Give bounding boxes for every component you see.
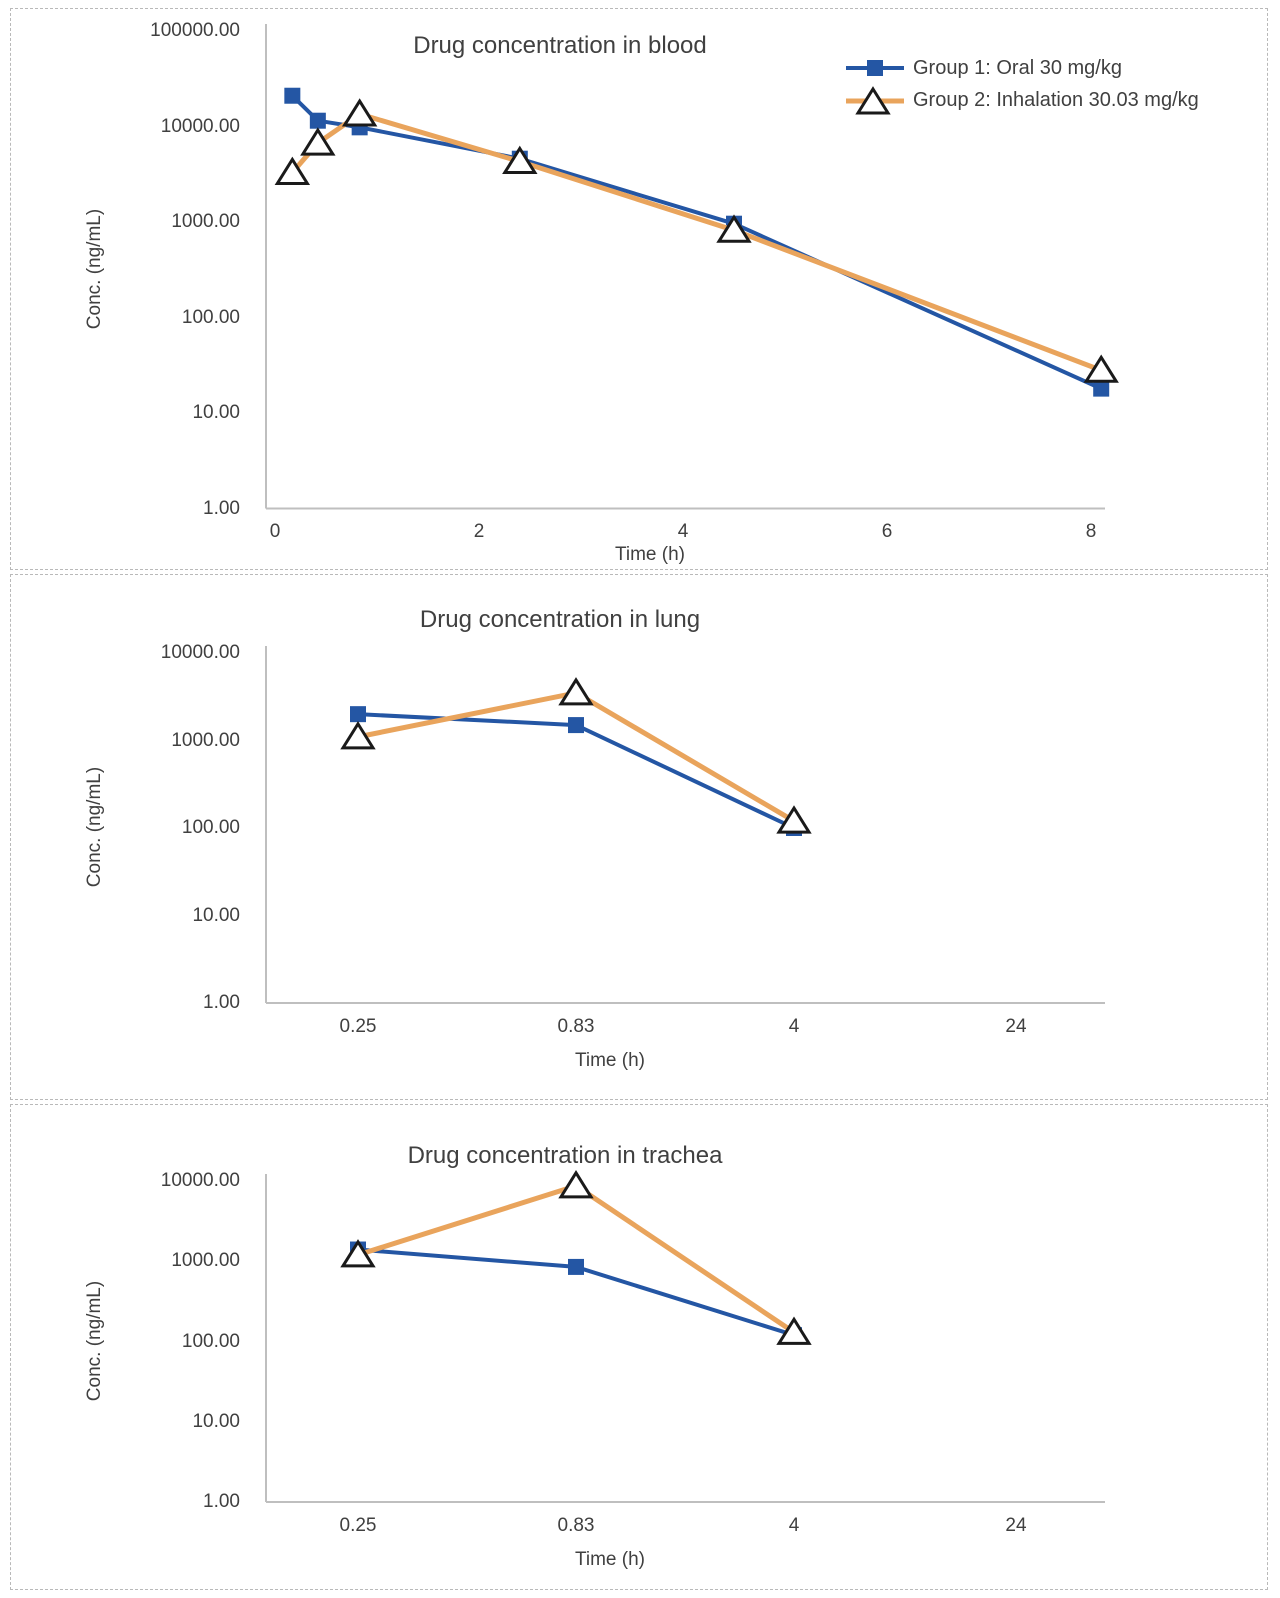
blood-y-tick: 1000.00 xyxy=(171,211,240,232)
blood-x-tick: 6 xyxy=(881,521,893,542)
trachea-x-tick: 4 xyxy=(788,1515,800,1536)
lung-x-tick: 0.83 xyxy=(557,1016,595,1037)
blood-chart-title: Drug concentration in blood xyxy=(413,32,707,59)
blood-x-tick: 2 xyxy=(473,521,485,542)
lung-x-tick: 24 xyxy=(1005,1016,1027,1037)
lung-y-tick: 10000.00 xyxy=(160,642,240,663)
trachea-y-tick: 100.00 xyxy=(181,1330,240,1352)
blood-x-tick: 8 xyxy=(1085,521,1097,542)
trachea-y-tick: 1000.00 xyxy=(171,1250,240,1272)
blood-y-axis-title: Conc. (ng/mL) xyxy=(84,208,105,330)
blood-y-tick: 10.00 xyxy=(192,402,240,423)
trachea-y-tick: 10.00 xyxy=(192,1410,240,1432)
blood-y-tick: 1.00 xyxy=(203,497,240,519)
lung-y-axis-title: Conc. (ng/mL) xyxy=(84,766,105,888)
legend-item-group2-label: Group 2: Inhalation 30.03 mg/kg xyxy=(913,89,1199,111)
lung-y-tick: 10.00 xyxy=(192,904,240,926)
legend-item-group1-label: Group 1: Oral 30 mg/kg xyxy=(913,57,1122,79)
blood-x-tick: 0 xyxy=(269,521,281,542)
blood-y-tick: 100.00 xyxy=(181,306,240,328)
lung-y-tick: 1.00 xyxy=(203,992,240,1013)
blood-x-tick: 4 xyxy=(677,521,689,542)
lung-chart-title: Drug concentration in lung xyxy=(419,606,701,633)
lung-y-tick: 100.00 xyxy=(181,817,240,838)
trachea-x-tick: 0.25 xyxy=(339,1515,377,1536)
lung-x-axis-title: Time (h) xyxy=(574,1050,646,1071)
trachea-y-tick: 1.00 xyxy=(203,1491,240,1512)
trachea-chart-title: Drug concentration in trachea xyxy=(407,1142,723,1169)
blood-y-tick: 100000.00 xyxy=(150,20,240,41)
lung-y-tick: 1000.00 xyxy=(171,729,240,751)
lung-x-tick: 4 xyxy=(788,1016,800,1037)
trachea-x-axis-title: Time (h) xyxy=(574,1549,646,1570)
trachea-y-tick: 10000.00 xyxy=(160,1170,240,1191)
trachea-x-tick: 24 xyxy=(1005,1515,1027,1536)
blood-x-axis-title: Time (h) xyxy=(614,544,686,565)
lung-x-tick: 0.25 xyxy=(339,1016,377,1037)
trachea-x-tick: 0.83 xyxy=(557,1515,595,1536)
lung-chart-panel xyxy=(10,574,1268,1100)
blood-y-tick: 10000.00 xyxy=(160,115,240,137)
trachea-y-axis-title: Conc. (ng/mL) xyxy=(84,1280,105,1402)
